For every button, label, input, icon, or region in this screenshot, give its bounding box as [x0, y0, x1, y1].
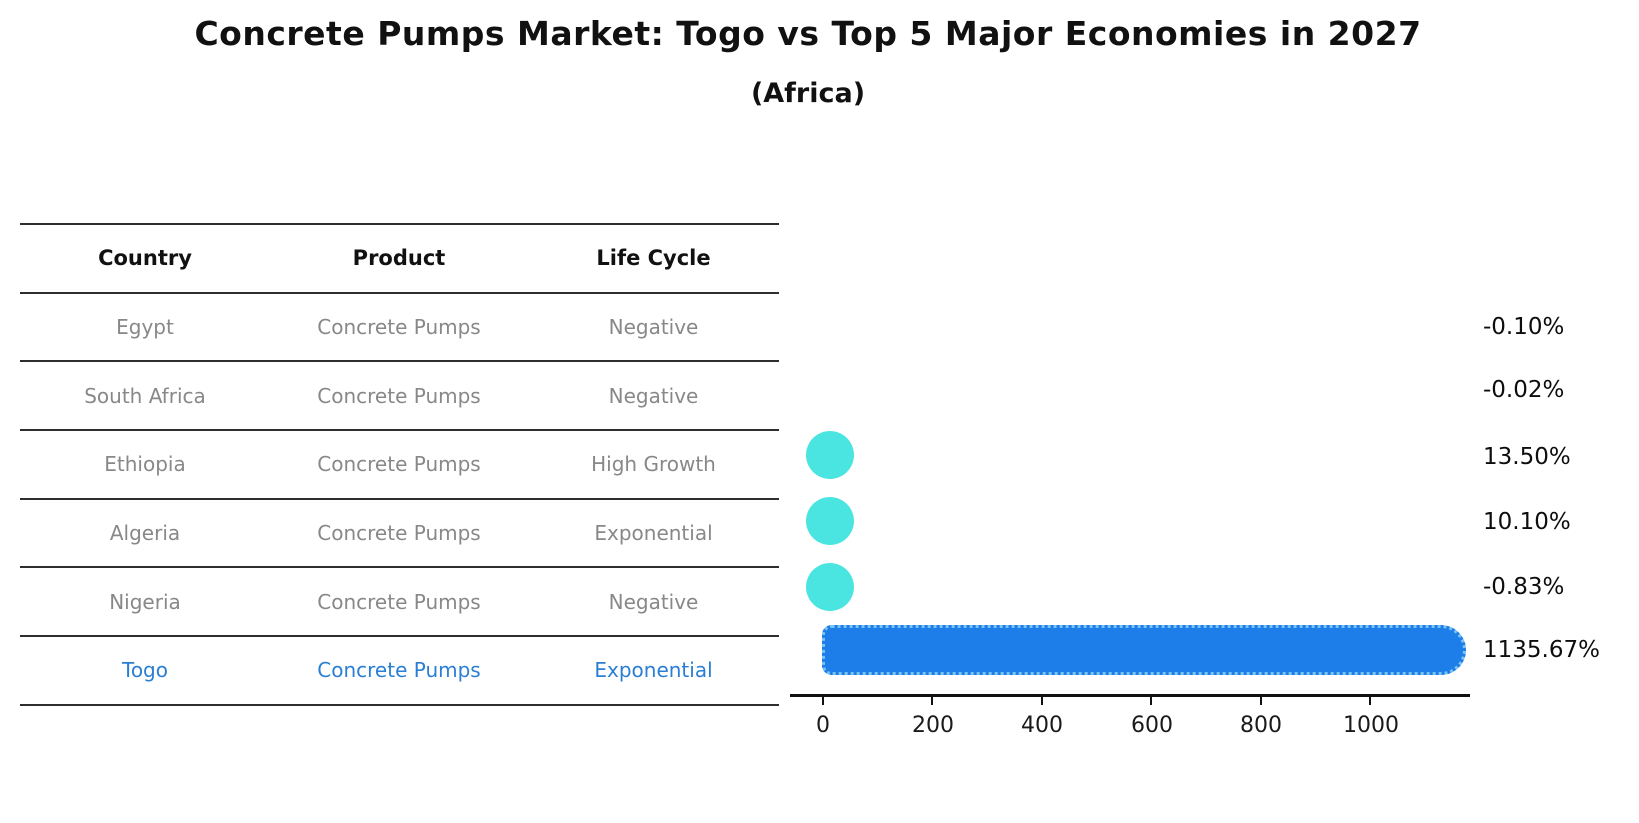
cell-country: South Africa	[84, 383, 206, 408]
cell-country: Algeria	[109, 521, 181, 546]
data-point-nigeria	[806, 563, 854, 611]
column-header-product: Product	[352, 246, 446, 271]
x-tick-label: 800	[1240, 713, 1282, 738]
summary-table: Country Product Life Cycle Egypt Concret…	[20, 223, 779, 706]
cell-life-cycle: Negative	[608, 589, 699, 614]
x-tick-label: 1000	[1343, 713, 1399, 738]
table-row-algeria: Algeria Concrete Pumps Exponential	[20, 500, 779, 569]
value-label-egypt: -0.10%	[1483, 314, 1565, 340]
table-row-south-africa: South Africa Concrete Pumps Negative	[20, 362, 779, 432]
x-axis-tick	[1150, 696, 1152, 705]
data-point-ethiopia	[806, 431, 854, 479]
cell-country: Ethiopia	[104, 452, 186, 477]
value-label-algeria: 10.10%	[1483, 509, 1571, 535]
cell-life-cycle: High Growth	[591, 452, 716, 477]
x-tick-label: 0	[816, 713, 830, 738]
cell-product: Concrete Pumps	[317, 383, 481, 408]
table-row-ethiopia: Ethiopia Concrete Pumps High Growth	[20, 431, 779, 500]
cell-product: Concrete Pumps	[317, 452, 481, 477]
value-label-south-africa: -0.02%	[1483, 377, 1565, 403]
x-axis-tick	[1260, 696, 1262, 705]
table-row-egypt: Egypt Concrete Pumps Negative	[20, 294, 779, 363]
table-row-togo: Togo Concrete Pumps Exponential	[20, 637, 779, 706]
table-row-nigeria: Nigeria Concrete Pumps Negative	[20, 568, 779, 638]
cell-life-cycle: Negative	[608, 315, 699, 340]
x-axis-tick	[822, 696, 824, 705]
cell-country: Egypt	[116, 315, 174, 340]
column-header-life-cycle: Life Cycle	[596, 246, 711, 271]
cell-product: Concrete Pumps	[317, 521, 481, 546]
x-tick-label: 200	[912, 713, 954, 738]
cell-life-cycle: Negative	[608, 383, 699, 408]
column-header-country: Country	[98, 246, 192, 271]
cell-product: Concrete Pumps	[317, 658, 481, 683]
x-tick-label: 400	[1021, 713, 1063, 738]
value-label-nigeria: -0.83%	[1483, 574, 1565, 600]
x-axis-tick	[931, 696, 933, 705]
chart-subtitle: (Africa)	[750, 78, 866, 109]
value-label-togo: 1135.67%	[1483, 637, 1600, 663]
chart-title: Concrete Pumps Market: Togo vs Top 5 Maj…	[194, 14, 1422, 53]
x-axis-tick	[1369, 696, 1371, 705]
cell-life-cycle: Exponential	[594, 521, 713, 546]
value-label-ethiopia: 13.50%	[1483, 444, 1571, 470]
cell-life-cycle: Exponential	[594, 658, 713, 683]
x-axis-tick	[1041, 696, 1043, 705]
cell-product: Concrete Pumps	[317, 315, 481, 340]
data-point-algeria	[806, 497, 854, 545]
table-header-row: Country Product Life Cycle	[20, 223, 779, 294]
bar-togo	[822, 625, 1466, 675]
cell-country: Nigeria	[109, 589, 181, 614]
x-tick-label: 600	[1131, 713, 1173, 738]
cell-country: Togo	[122, 658, 168, 683]
cell-product: Concrete Pumps	[317, 589, 481, 614]
x-axis-line	[790, 694, 1470, 697]
